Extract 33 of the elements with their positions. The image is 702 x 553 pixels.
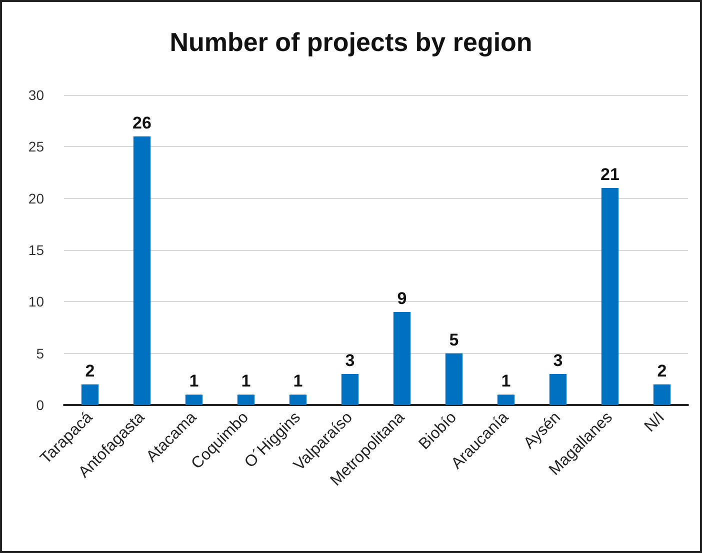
data-label: 3 [345, 351, 355, 370]
x-tick-label: N/I [642, 408, 668, 436]
bar [549, 374, 567, 405]
y-tick-label: 25 [28, 138, 44, 155]
y-tick-label: 15 [28, 242, 44, 258]
data-label: 9 [397, 289, 407, 308]
data-label: 21 [600, 165, 620, 184]
y-tick-label: 30 [28, 87, 44, 103]
data-label: 2 [657, 361, 667, 380]
chart-title: Number of projects by region [170, 27, 532, 57]
bar [133, 136, 151, 405]
bar [393, 312, 411, 405]
y-tick-label: 0 [36, 397, 44, 413]
data-label: 1 [293, 372, 303, 391]
data-label: 1 [189, 372, 199, 391]
y-tick-label: 10 [28, 294, 44, 310]
bar [601, 188, 619, 405]
bar [341, 374, 359, 405]
bar [81, 384, 99, 405]
data-label: 26 [132, 113, 152, 132]
data-label: 5 [449, 330, 459, 350]
bar [445, 353, 463, 405]
data-label: 1 [241, 372, 251, 391]
y-tick-label: 20 [28, 190, 44, 206]
bar [289, 394, 307, 405]
bar [497, 394, 515, 405]
y-tick-label: 5 [36, 345, 44, 362]
bar [237, 394, 255, 405]
data-label: 3 [553, 351, 563, 370]
bar [185, 394, 203, 405]
data-label: 2 [85, 361, 95, 380]
bar [653, 384, 671, 405]
data-label: 1 [501, 372, 511, 391]
